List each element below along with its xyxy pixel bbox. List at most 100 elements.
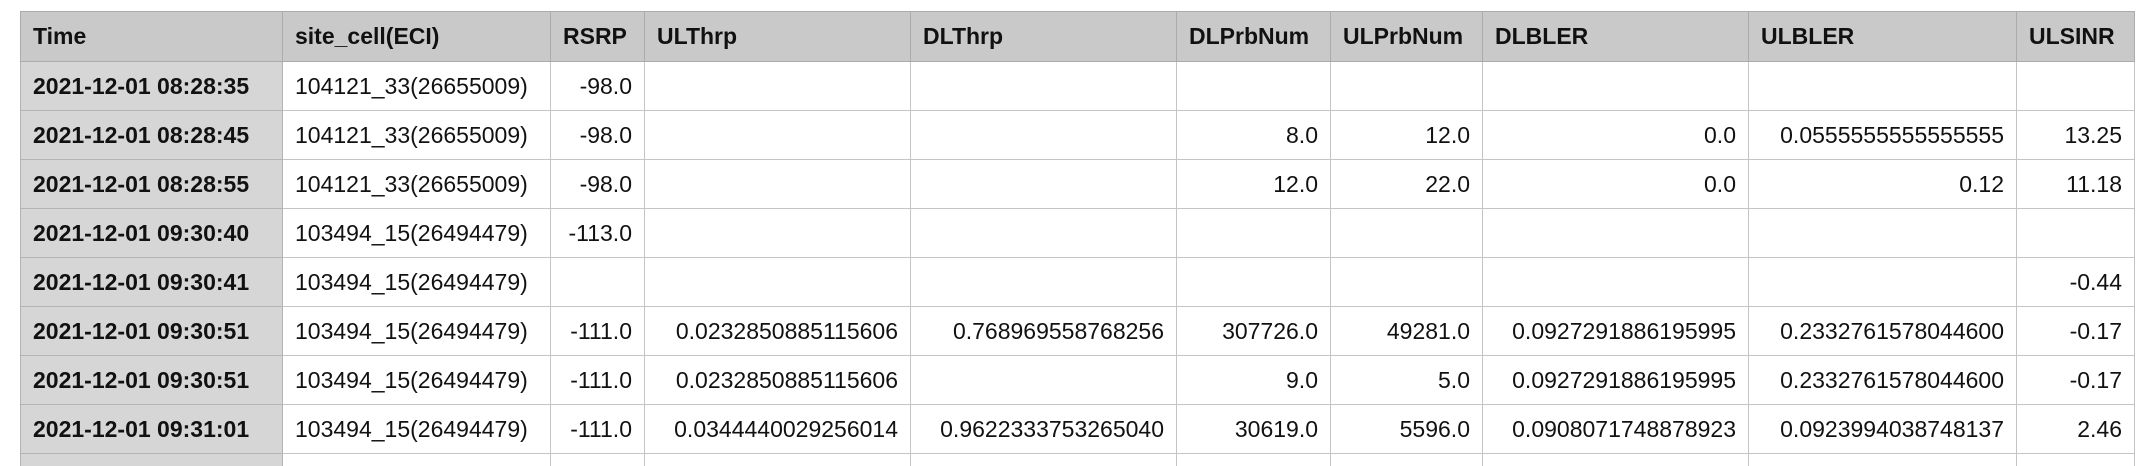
column-header-ulbler[interactable]: ULBLER <box>1748 11 2017 62</box>
cell-ulbler[interactable]: 0.12 <box>1748 159 2017 209</box>
cell-dlbler[interactable] <box>1482 61 1749 111</box>
column-header-dlprbnum[interactable]: DLPrbNum <box>1176 11 1331 62</box>
cell-time[interactable]: 2021-12-01 08:28:35 <box>20 61 283 111</box>
cell-ulbler[interactable] <box>1748 208 2017 258</box>
cell-ulthrp[interactable] <box>644 110 911 160</box>
cell-ulbler[interactable]: 0.2332761578044600 <box>1748 355 2017 405</box>
cell-dlbler[interactable]: 0.0 <box>1482 159 1749 209</box>
cell-dlthrp[interactable] <box>910 257 1177 307</box>
cell-rsrp[interactable] <box>550 257 645 307</box>
cell-dlprbnum[interactable]: 9.0 <box>1176 355 1331 405</box>
cell-ulthrp[interactable]: 0.0232850885115606 <box>644 306 911 356</box>
cell-ulprbnum[interactable] <box>1330 257 1483 307</box>
cell-ulsinr[interactable]: -0.17 <box>2016 355 2135 405</box>
cell-ulprbnum[interactable]: 22.0 <box>1330 159 1483 209</box>
cell-ulprbnum[interactable]: 5596.0 <box>1330 404 1483 454</box>
cell-rsrp[interactable]: -98.0 <box>550 159 645 209</box>
cell-dlthrp[interactable] <box>910 355 1177 405</box>
cell-site-cell-eci[interactable]: 103494_15(26494479) <box>282 404 551 454</box>
cell-rsrp[interactable]: -111.0 <box>550 306 645 356</box>
cell-site-cell-eci[interactable]: 103494_15(26494479) <box>282 306 551 356</box>
cell-ulbler[interactable] <box>1748 61 2017 111</box>
cell-rsrp[interactable]: -98.0 <box>550 61 645 111</box>
cell-dlprbnum[interactable]: 8.0 <box>1176 110 1331 160</box>
column-header-ulprbnum[interactable]: ULPrbNum <box>1330 11 1483 62</box>
cell-ulthrp[interactable] <box>644 257 911 307</box>
cell-dlbler[interactable]: 0.0908071748878923 <box>1482 404 1749 454</box>
cell-ulsinr[interactable] <box>2016 61 2135 111</box>
column-header-ulthrp[interactable]: ULThrp <box>644 11 911 62</box>
cell-ulsinr[interactable]: -0.17 <box>2016 306 2135 356</box>
cell-time[interactable]: 2021-12-01 09:31:01 <box>20 404 283 454</box>
cell-site-cell-eci[interactable]: 103494_15(26494479) <box>282 208 551 258</box>
cell-empty[interactable] <box>20 453 283 466</box>
cell-time[interactable]: 2021-12-01 09:30:40 <box>20 208 283 258</box>
cell-rsrp[interactable]: -111.0 <box>550 355 645 405</box>
cell-site-cell-eci[interactable]: 104121_33(26655009) <box>282 159 551 209</box>
cell-dlthrp[interactable] <box>910 61 1177 111</box>
column-header-dlbler[interactable]: DLBLER <box>1482 11 1749 62</box>
cell-ulprbnum[interactable]: 5.0 <box>1330 355 1483 405</box>
cell-ulprbnum[interactable]: 12.0 <box>1330 110 1483 160</box>
cell-ulsinr[interactable]: 13.25 <box>2016 110 2135 160</box>
cell-empty[interactable] <box>550 453 645 466</box>
cell-rsrp[interactable]: -98.0 <box>550 110 645 160</box>
cell-dlbler[interactable] <box>1482 257 1749 307</box>
cell-site-cell-eci[interactable]: 104121_33(26655009) <box>282 61 551 111</box>
cell-ulthrp[interactable] <box>644 208 911 258</box>
column-header-site-cell-eci[interactable]: site_cell(ECI) <box>282 11 551 62</box>
cell-ulbler[interactable] <box>1748 257 2017 307</box>
cell-ulthrp[interactable] <box>644 159 911 209</box>
column-header-rsrp[interactable]: RSRP <box>550 11 645 62</box>
cell-dlbler[interactable]: 0.0927291886195995 <box>1482 355 1749 405</box>
cell-empty[interactable] <box>1176 453 1331 466</box>
cell-time[interactable]: 2021-12-01 08:28:55 <box>20 159 283 209</box>
cell-empty[interactable] <box>1748 453 2017 466</box>
cell-empty[interactable] <box>644 453 911 466</box>
column-header-time[interactable]: Time <box>20 11 283 62</box>
column-header-dlthrp[interactable]: DLThrp <box>910 11 1177 62</box>
cell-dlprbnum[interactable]: 12.0 <box>1176 159 1331 209</box>
cell-time[interactable]: 2021-12-01 08:28:45 <box>20 110 283 160</box>
cell-ulprbnum[interactable] <box>1330 208 1483 258</box>
cell-ulsinr[interactable]: -0.44 <box>2016 257 2135 307</box>
cell-ulthrp[interactable]: 0.0344440029256014 <box>644 404 911 454</box>
cell-ulsinr[interactable]: 2.46 <box>2016 404 2135 454</box>
cell-dlthrp[interactable] <box>910 110 1177 160</box>
cell-ulprbnum[interactable] <box>1330 61 1483 111</box>
column-header-ulsinr[interactable]: ULSINR <box>2016 11 2135 62</box>
cell-ulsinr[interactable] <box>2016 208 2135 258</box>
cell-dlprbnum[interactable] <box>1176 61 1331 111</box>
cell-empty[interactable] <box>282 453 551 466</box>
cell-empty[interactable] <box>910 453 1177 466</box>
cell-dlprbnum[interactable] <box>1176 257 1331 307</box>
cell-dlprbnum[interactable]: 307726.0 <box>1176 306 1331 356</box>
cell-ulthrp[interactable]: 0.0232850885115606 <box>644 355 911 405</box>
cell-dlbler[interactable] <box>1482 208 1749 258</box>
cell-empty[interactable] <box>1330 453 1483 466</box>
cell-dlthrp[interactable]: 0.9622333753265040 <box>910 404 1177 454</box>
cell-dlbler[interactable]: 0.0 <box>1482 110 1749 160</box>
cell-empty[interactable] <box>2016 453 2135 466</box>
cell-site-cell-eci[interactable]: 103494_15(26494479) <box>282 355 551 405</box>
cell-time[interactable]: 2021-12-01 09:30:51 <box>20 355 283 405</box>
cell-ulbler[interactable]: 0.2332761578044600 <box>1748 306 2017 356</box>
cell-ulthrp[interactable] <box>644 61 911 111</box>
cell-ulprbnum[interactable]: 49281.0 <box>1330 306 1483 356</box>
cell-dlthrp[interactable] <box>910 208 1177 258</box>
cell-dlprbnum[interactable] <box>1176 208 1331 258</box>
cell-dlthrp[interactable]: 0.768969558768256 <box>910 306 1177 356</box>
cell-ulbler[interactable]: 0.0555555555555555 <box>1748 110 2017 160</box>
cell-empty[interactable] <box>1482 453 1749 466</box>
cell-dlthrp[interactable] <box>910 159 1177 209</box>
cell-ulbler[interactable]: 0.0923994038748137 <box>1748 404 2017 454</box>
cell-time[interactable]: 2021-12-01 09:30:51 <box>20 306 283 356</box>
cell-time[interactable]: 2021-12-01 09:30:41 <box>20 257 283 307</box>
cell-dlbler[interactable]: 0.0927291886195995 <box>1482 306 1749 356</box>
cell-rsrp[interactable]: -113.0 <box>550 208 645 258</box>
cell-site-cell-eci[interactable]: 104121_33(26655009) <box>282 110 551 160</box>
cell-site-cell-eci[interactable]: 103494_15(26494479) <box>282 257 551 307</box>
cell-dlprbnum[interactable]: 30619.0 <box>1176 404 1331 454</box>
cell-rsrp[interactable]: -111.0 <box>550 404 645 454</box>
cell-ulsinr[interactable]: 11.18 <box>2016 159 2135 209</box>
